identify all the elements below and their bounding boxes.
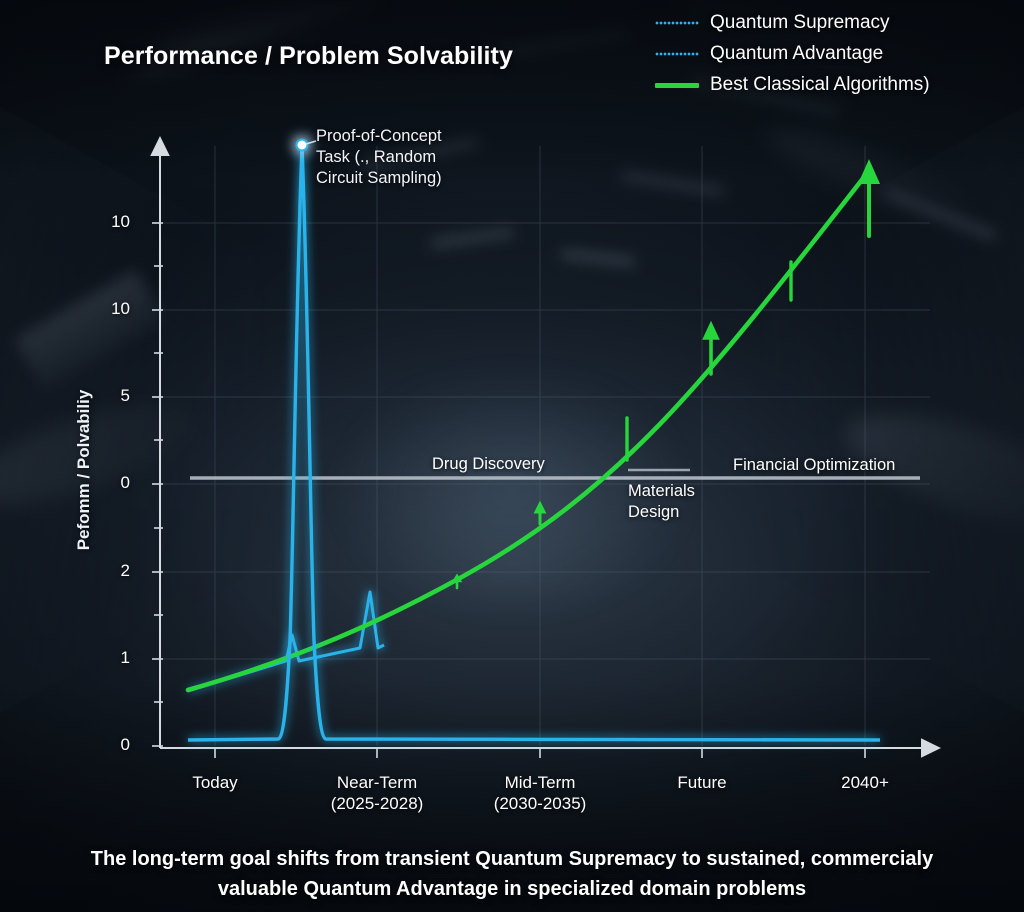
y-tick-label: 0 [120, 473, 130, 492]
y-axis-title: Pefomm / Polvabiliy [74, 389, 93, 551]
legend-item-best-classical-algorithms[interactable]: Best Classical Algorithms) [655, 74, 930, 96]
x-tick-label-2040-plus: 2040+ [841, 773, 889, 792]
x-tick-label-near-term: Near-Term (2025-2028) [330, 773, 424, 813]
page-title: Performance / Problem Solvability [104, 42, 513, 70]
legend-item-quantum-supremacy[interactable]: Quantum Supremacy [655, 12, 930, 34]
legend-label: Best Classical Algorithms) [710, 74, 930, 95]
series-quantum-advantage [187, 590, 385, 693]
series-best-classical-algorithms [185, 169, 871, 693]
y-tick-label: 10 [111, 212, 130, 231]
legend-swatch-solid-icon [655, 82, 699, 88]
x-tick-label-future: Future [677, 773, 727, 792]
gridlines [160, 146, 930, 746]
legend-label: Quantum Advantage [710, 43, 884, 64]
legend-swatch-dotted-icon [655, 21, 699, 25]
domain-label-drug-discovery: Drug Discovery [432, 455, 545, 473]
legend-item-quantum-advantage[interactable]: Quantum Advantage [655, 43, 930, 65]
x-axis [160, 738, 941, 758]
peak-marker-dot [295, 138, 309, 152]
legend: Quantum Supremacy Quantum Advantage Best… [655, 12, 930, 96]
y-axis [150, 136, 170, 748]
footer-caption: The long-term goal shifts from transient… [90, 848, 934, 900]
domain-label-financial-optimization: Financial Optimization [733, 456, 896, 474]
y-tick-label: 5 [120, 386, 130, 405]
legend-label: Quantum Supremacy [710, 12, 890, 33]
growth-arrow-markers [451, 159, 881, 590]
y-tick-label: 2 [120, 561, 130, 580]
y-tick-label: 1 [120, 648, 130, 667]
x-tick-label-mid-term: Mid-Term (2030-2035) [493, 773, 587, 813]
x-tick-label-today: Today [192, 773, 238, 792]
series-quantum-supremacy [187, 144, 881, 742]
domain-label-materials-design: Materials Design [628, 482, 695, 521]
annotation-proof-of-concept: Proof-of-Concept Task (., Random Circuit… [316, 127, 442, 187]
y-tick-label: 0 [120, 735, 130, 754]
y-tick-label: 10 [111, 299, 130, 318]
legend-swatch-dotted-icon [655, 52, 699, 56]
peak-leader-line [305, 140, 317, 145]
